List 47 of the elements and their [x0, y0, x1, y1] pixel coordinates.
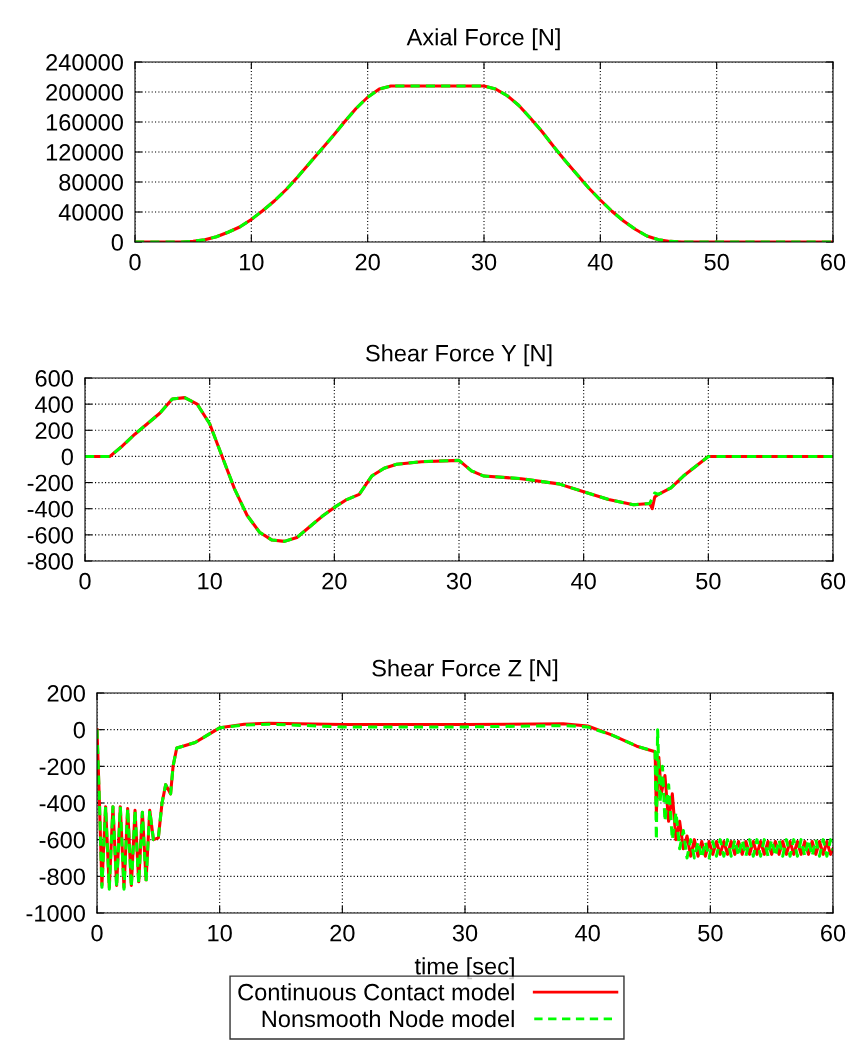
x-tick-label: 10 — [208, 924, 232, 942]
y-tick-label: -600 — [27, 526, 73, 544]
x-tick-label: 0 — [129, 253, 141, 271]
y-tick-label: 80000 — [59, 174, 123, 191]
y-tick-label: -1000 — [26, 905, 85, 922]
x-tick-label: 60 — [821, 924, 846, 942]
y-tick-label: 0 — [61, 448, 73, 466]
y-tick-label: 240000 — [46, 54, 123, 71]
y-tick-label: 160000 — [46, 114, 123, 131]
y-tick-label: 0 — [73, 721, 85, 739]
chart-title: Axial Force [N] — [406, 28, 560, 51]
x-tick-label: 50 — [704, 253, 729, 271]
y-tick-label: -200 — [39, 758, 85, 776]
y-tick-label: 200 — [47, 685, 85, 702]
y-tick-label: -200 — [27, 474, 73, 492]
y-tick-label: -400 — [39, 795, 85, 812]
x-axis-title: time [sec] — [414, 957, 514, 980]
x-tick-label: 10 — [240, 253, 264, 271]
x-tick-label: 60 — [821, 253, 846, 271]
y-tick-label: -600 — [39, 831, 85, 849]
y-tick-label: -800 — [27, 553, 73, 570]
y-tick-label: 200 — [35, 422, 73, 440]
x-tick-label: 30 — [452, 924, 478, 942]
x-tick-label: 40 — [571, 572, 596, 590]
chart-title: Shear Force Z [N] — [372, 659, 558, 682]
x-tick-label: 20 — [322, 572, 347, 590]
x-tick-label: 40 — [587, 253, 613, 271]
y-tick-label: 600 — [35, 370, 73, 387]
legend-label: Continuous Contact model — [238, 983, 514, 1001]
x-tick-label: 50 — [696, 572, 721, 590]
x-tick-label: 40 — [575, 924, 600, 942]
y-tick-label: 120000 — [46, 144, 123, 161]
y-tick-label: 200000 — [46, 84, 123, 101]
x-tick-label: 60 — [821, 572, 846, 590]
y-tick-label: -400 — [27, 500, 73, 518]
y-tick-label: 400 — [35, 396, 73, 413]
y-tick-label: 40000 — [58, 204, 123, 221]
y-tick-label: -800 — [39, 868, 85, 886]
x-tick-label: 20 — [355, 253, 380, 271]
x-tick-label: 50 — [698, 924, 723, 942]
x-tick-label: 20 — [330, 924, 355, 942]
x-tick-label: 30 — [446, 572, 472, 590]
y-tick-label: 0 — [111, 234, 123, 251]
chart-title: Shear Force Y [N] — [366, 344, 552, 367]
x-tick-label: 30 — [471, 253, 497, 271]
x-tick-label: 10 — [198, 572, 222, 590]
legend-label: Nonsmooth Node model — [262, 1009, 514, 1028]
